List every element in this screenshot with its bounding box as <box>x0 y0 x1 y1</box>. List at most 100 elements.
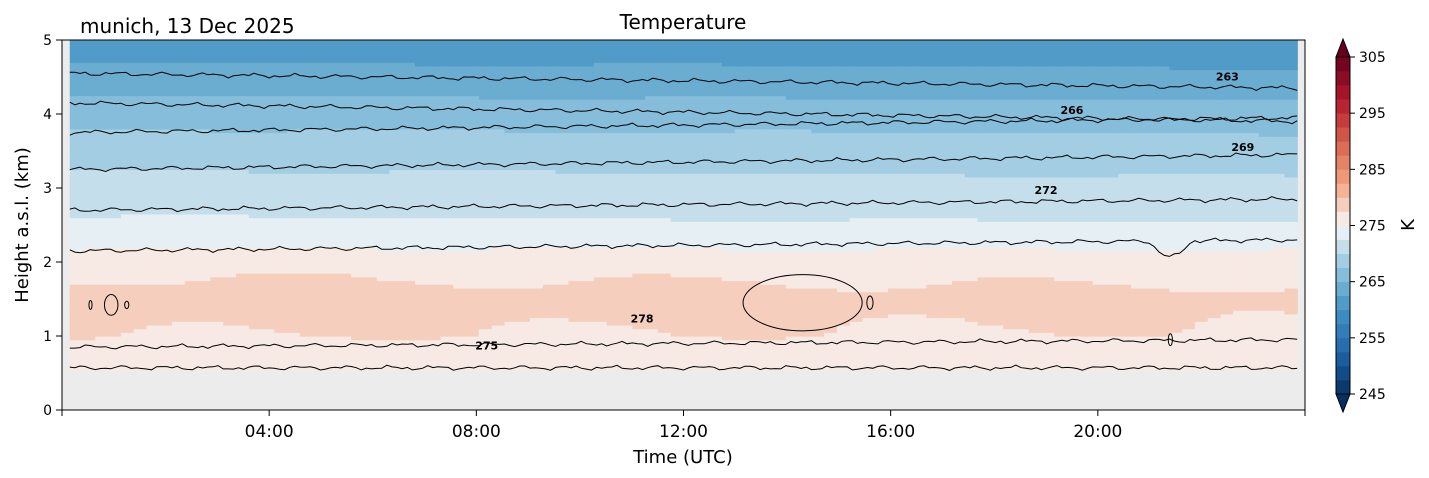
heatmap-cell <box>478 121 493 126</box>
heatmap-cell <box>133 88 148 93</box>
heatmap-cell <box>312 91 327 97</box>
heatmap-cell <box>619 262 633 267</box>
heatmap-cell <box>223 91 237 97</box>
heatmap-cell <box>351 310 365 315</box>
heatmap-cell <box>159 321 173 326</box>
heatmap-cell <box>414 273 429 278</box>
heatmap-cell <box>683 336 697 341</box>
heatmap-cell <box>261 273 275 278</box>
heatmap-cell <box>696 154 710 159</box>
heatmap-cell <box>657 339 672 344</box>
heatmap-cell <box>108 195 122 200</box>
heatmap-cell <box>504 217 518 222</box>
heatmap-cell <box>670 65 685 71</box>
heatmap-cell <box>287 295 301 300</box>
heatmap-cell <box>210 80 224 85</box>
heatmap-cell <box>172 239 186 245</box>
heatmap-cell <box>159 243 173 248</box>
heatmap-cell <box>261 217 275 222</box>
heatmap-cell <box>414 225 429 230</box>
heatmap-cell <box>376 95 391 100</box>
heatmap-cell <box>197 65 212 71</box>
heatmap-cell <box>402 343 416 348</box>
heatmap-cell <box>606 228 621 233</box>
heatmap-cell <box>427 110 442 115</box>
heatmap-cell <box>581 173 595 178</box>
heatmap-cell <box>696 65 710 71</box>
heatmap-cell <box>581 191 595 196</box>
heatmap-cell <box>530 354 544 359</box>
heatmap-cell <box>606 99 621 104</box>
heatmap-cell <box>197 336 212 341</box>
heatmap-cell <box>721 206 736 211</box>
heatmap-cell <box>619 228 633 233</box>
heatmap-cell <box>568 176 582 182</box>
heatmap-cell <box>606 169 621 174</box>
heatmap-cell <box>683 191 697 196</box>
heatmap-cell <box>568 106 582 111</box>
heatmap-cell <box>108 117 122 122</box>
heatmap-cell <box>223 354 237 359</box>
heatmap-cell <box>172 188 186 193</box>
heatmap-cell <box>248 51 263 56</box>
heatmap-cell <box>414 243 429 248</box>
heatmap-cell <box>747 310 761 315</box>
heatmap-cell <box>376 328 391 333</box>
heatmap-cell <box>734 173 749 178</box>
heatmap-cell <box>606 114 621 119</box>
heatmap-cell <box>683 58 697 63</box>
heatmap-cell <box>606 184 621 189</box>
heatmap-cell <box>261 110 275 115</box>
heatmap-cell <box>440 280 454 285</box>
heatmap-cell <box>517 139 531 145</box>
heatmap-cell <box>747 265 761 270</box>
heatmap-cell <box>440 47 454 52</box>
heatmap-cell <box>542 88 557 93</box>
heatmap-cell <box>734 232 749 237</box>
heatmap-cell <box>581 62 595 67</box>
heatmap-cell <box>235 121 250 126</box>
heatmap-cell <box>184 284 199 289</box>
heatmap-cell <box>581 147 595 152</box>
heatmap-cell <box>338 95 352 100</box>
heatmap-cell <box>657 51 672 56</box>
heatmap-cell <box>530 195 544 200</box>
heatmap-cell <box>172 173 186 178</box>
heatmap-cell <box>108 199 122 204</box>
heatmap-cell <box>146 199 160 204</box>
heatmap-cell <box>363 47 378 52</box>
heatmap-cell <box>351 47 365 52</box>
heatmap-cell <box>453 306 467 311</box>
heatmap-cell <box>657 80 672 85</box>
heatmap-cell <box>172 299 186 304</box>
heatmap-cell <box>133 269 148 274</box>
heatmap-cell <box>146 73 160 78</box>
heatmap-cell <box>287 106 301 111</box>
heatmap-cell <box>568 158 582 163</box>
heatmap-cell <box>312 128 327 134</box>
heatmap-cell <box>389 339 403 344</box>
heatmap-cell <box>709 302 723 307</box>
heatmap-cell <box>261 206 275 211</box>
heatmap-cell <box>351 84 365 89</box>
heatmap-cell <box>261 284 275 289</box>
heatmap-cell <box>619 43 633 48</box>
heatmap-cell <box>670 343 685 348</box>
heatmap-cell <box>210 210 224 215</box>
heatmap-cell <box>593 361 608 367</box>
heatmap-cell <box>351 54 365 60</box>
heatmap-cell <box>440 102 454 108</box>
heatmap-cell <box>632 195 646 200</box>
heatmap-cell <box>478 188 493 193</box>
heatmap-cell <box>274 95 288 100</box>
heatmap-cell <box>696 302 710 307</box>
heatmap-cell <box>223 114 237 119</box>
heatmap-cell <box>120 154 135 159</box>
heatmap-cell <box>172 62 186 67</box>
heatmap-cell <box>261 173 275 178</box>
heatmap-cell <box>133 243 148 248</box>
heatmap-cell <box>82 54 96 60</box>
heatmap-cell <box>593 165 608 171</box>
heatmap-cell <box>581 332 595 337</box>
heatmap-cell <box>709 232 723 237</box>
